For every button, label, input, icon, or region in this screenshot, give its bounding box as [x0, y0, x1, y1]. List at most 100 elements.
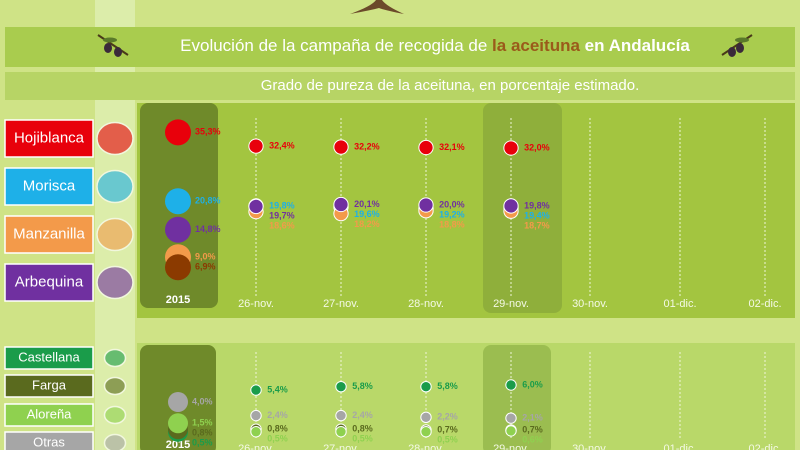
x-tick-label: 01-dic. — [663, 443, 696, 450]
legend-label: Castellana — [18, 349, 80, 364]
value-label: 20,1% — [354, 199, 380, 209]
data-dot — [335, 409, 347, 422]
x-tick-label: 27-nov. — [323, 298, 359, 310]
data-dot — [505, 379, 517, 391]
value-label: 19,4% — [524, 210, 550, 220]
data-dot — [165, 188, 191, 215]
title-highlight: la aceituna — [492, 36, 580, 55]
olive-icon — [96, 121, 134, 156]
data-dot — [503, 140, 519, 156]
highlight-box — [483, 103, 562, 313]
value-label: 0,5% — [267, 434, 288, 444]
data-dot — [165, 216, 191, 243]
legend-label: Farga — [32, 377, 67, 392]
data-dot — [335, 381, 347, 393]
data-dot — [420, 381, 432, 393]
x-tick-label: 29-nov. — [493, 298, 529, 310]
value-label: 32,2% — [354, 141, 380, 151]
data-dot — [250, 426, 262, 438]
value-label: 18,6% — [269, 220, 295, 230]
legend-swatch — [4, 263, 94, 302]
value-label: 1,5% — [192, 418, 213, 428]
data-dot — [505, 412, 517, 424]
title: Evolución de la campaña de recogida de l… — [180, 36, 690, 55]
data-dot — [335, 426, 347, 438]
value-label: 19,2% — [439, 209, 465, 219]
data-dot — [168, 392, 188, 412]
legend-swatch — [4, 374, 94, 398]
olive-icon — [103, 376, 127, 396]
legend-swatch — [4, 167, 94, 206]
value-label: 5,4% — [267, 384, 288, 394]
x-tick-label: 30-nov. — [572, 443, 608, 450]
value-label: 0,8% — [352, 424, 373, 434]
value-label: 19,6% — [354, 209, 380, 219]
data-dot — [168, 413, 188, 434]
value-label: 9,0% — [195, 252, 216, 262]
x-tick-label: 28-nov. — [408, 298, 444, 310]
olive-icon — [96, 217, 134, 252]
value-label: 18,8% — [439, 219, 465, 229]
value-label: 2,1% — [522, 413, 543, 423]
value-label: 0,5% — [352, 434, 373, 444]
x-tick-label: 02-dic. — [748, 298, 781, 310]
title-band — [5, 27, 795, 67]
value-label: 6,0% — [522, 379, 543, 389]
x-tick-label: 28-nov. — [408, 443, 444, 450]
title-part: en Andalucía — [585, 36, 691, 55]
value-label: 32,1% — [439, 142, 465, 152]
olive-icon — [103, 433, 127, 450]
subtitle-band — [5, 72, 795, 100]
value-label: 2,4% — [352, 410, 373, 420]
legend-swatch — [4, 119, 94, 158]
data-dot — [503, 198, 519, 214]
value-label: 0,8% — [267, 424, 288, 434]
legend-label: Manzanilla — [13, 225, 85, 242]
value-label: 0,5% — [437, 434, 458, 444]
data-dot — [420, 411, 432, 423]
legend-swatch — [4, 403, 94, 427]
data-dot — [420, 426, 432, 438]
x-tick-label: 02-dic. — [748, 443, 781, 450]
value-label: 0,7% — [522, 424, 543, 434]
legend-label: Morisca — [23, 177, 76, 194]
year-label: 2015 — [166, 294, 190, 306]
value-label: 35,3% — [195, 127, 221, 137]
x-tick-label: 30-nov. — [572, 298, 608, 310]
data-dot — [333, 196, 349, 213]
data-dot — [248, 138, 264, 154]
value-label: 0,7% — [437, 424, 458, 434]
value-label: 18,2% — [354, 219, 380, 229]
value-label: 20,8% — [195, 196, 221, 206]
data-dot — [418, 197, 434, 213]
legend-swatch — [4, 346, 94, 370]
value-label: 0,8% — [192, 428, 213, 438]
title-part: Evolución de la campaña de recogida de — [180, 36, 487, 55]
legend-swatch — [4, 431, 94, 450]
value-label: 6,9% — [195, 262, 216, 272]
olive-icon — [103, 348, 127, 368]
value-label: 19,7% — [269, 210, 295, 220]
olive-icon — [721, 34, 753, 57]
data-dot — [505, 425, 517, 437]
olive-icon — [103, 405, 127, 425]
data-dot — [333, 139, 349, 155]
value-label: 32,4% — [269, 140, 295, 150]
value-label: 32,0% — [524, 142, 550, 152]
value-label: 20,0% — [439, 199, 465, 209]
value-label: 2,2% — [437, 412, 458, 422]
value-label: 19,8% — [524, 200, 550, 210]
legend-label: Aloreña — [27, 406, 73, 421]
data-dot — [250, 384, 262, 396]
value-label: 19,8% — [269, 200, 295, 210]
value-label: 4,0% — [192, 396, 213, 406]
x-tick-label: 29-nov. — [493, 443, 529, 450]
olive-icon — [96, 265, 134, 300]
subtitle: Grado de pureza de la aceituna, en porce… — [261, 77, 640, 94]
legend-swatch — [4, 215, 94, 254]
olive-icon — [96, 169, 134, 204]
value-label: 5,8% — [437, 381, 458, 391]
olive-icon — [97, 34, 129, 57]
